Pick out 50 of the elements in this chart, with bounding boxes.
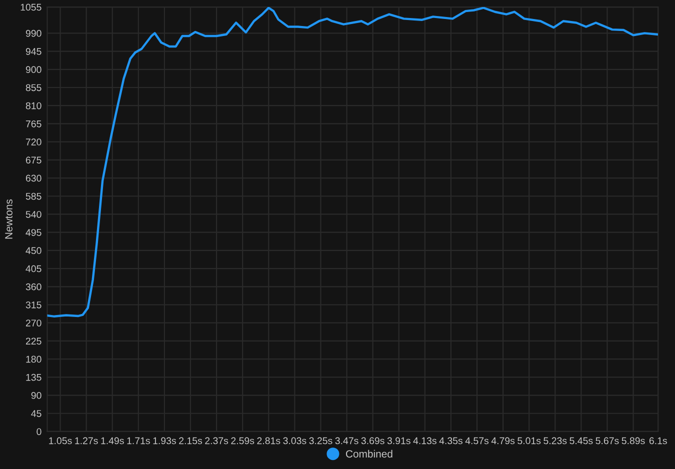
y-tick-label: 90 — [31, 392, 42, 399]
x-tick-label: 1.27s — [75, 437, 98, 444]
y-tick-label: 450 — [26, 247, 42, 254]
y-tick-label: 810 — [26, 102, 42, 110]
y-tick-label: 315 — [26, 301, 42, 308]
x-tick-label: 4.13s — [413, 437, 436, 444]
x-tick-label: 5.89s — [622, 437, 645, 444]
x-tick-label: 2.15s — [179, 437, 202, 444]
x-tick-label: 2.59s — [231, 437, 254, 444]
x-tick-label: 4.57s — [465, 437, 489, 444]
y-tick-label: 1055 — [20, 4, 42, 11]
x-tick-label: 3.69s — [361, 437, 384, 444]
y-tick-label: 495 — [26, 229, 42, 236]
y-axis-title: Newtons — [5, 199, 12, 239]
x-tick-label: 3.25s — [309, 437, 332, 444]
y-tick-label: 135 — [26, 374, 42, 381]
y-tick-label: 45 — [31, 410, 42, 417]
y-tick-label: 990 — [26, 30, 42, 37]
y-tick-label: 180 — [26, 356, 42, 363]
x-tick-label: 5.67s — [596, 437, 619, 444]
y-tick-label: 405 — [26, 265, 42, 272]
y-tick-label: 270 — [26, 320, 42, 326]
y-tick-label: 360 — [26, 283, 42, 290]
x-tick-label: 4.79s — [491, 437, 515, 444]
y-tick-label: 900 — [26, 66, 42, 74]
y-tick-label: 765 — [26, 120, 42, 128]
x-tick-label: 1.05s — [49, 437, 72, 444]
x-tick-label: 2.81s — [257, 437, 280, 444]
x-tick-label: 5.45s — [570, 437, 593, 444]
y-tick-label: 945 — [26, 48, 42, 55]
x-tick-label: 6.1s — [649, 437, 667, 444]
x-tick-label: 2.37s — [205, 437, 228, 444]
x-tick-label: 1.93s — [153, 437, 176, 444]
x-tick-label: 3.91s — [387, 437, 410, 444]
x-tick-label: 1.71s — [127, 437, 150, 444]
x-tick-label: 3.47s — [335, 437, 358, 444]
y-tick-label: 585 — [26, 192, 42, 200]
y-tick-label: 0 — [36, 428, 42, 436]
x-tick-label: 1.49s — [101, 437, 124, 444]
y-tick-label: 540 — [26, 210, 42, 218]
x-tick-label: 5.23s — [544, 437, 567, 444]
y-tick-label: 675 — [26, 156, 42, 164]
x-tick-label: 5.01s — [518, 437, 541, 444]
x-tick-label: 3.03s — [283, 437, 306, 444]
y-tick-label: 855 — [26, 84, 42, 92]
y-tick-label: 630 — [26, 174, 42, 182]
y-tick-label: 225 — [26, 338, 42, 345]
legend-label: Combined — [346, 450, 392, 458]
y-tick-label: 720 — [26, 138, 42, 146]
x-tick-label: 4.35s — [439, 437, 462, 444]
